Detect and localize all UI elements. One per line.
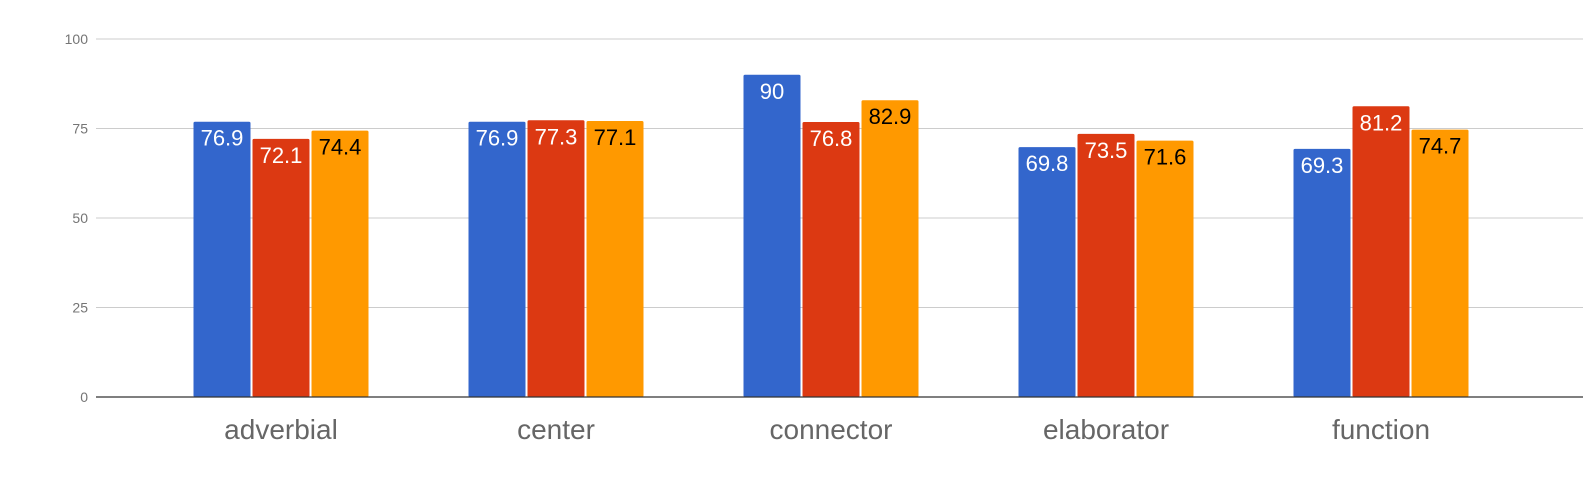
- bar-value-label: 73.5: [1085, 138, 1128, 163]
- bar-elaborator-2: [1077, 133, 1135, 397]
- bar-value-label: 76.8: [810, 126, 853, 151]
- bar-center-2: [527, 120, 585, 398]
- x-tick-label-adverbial: adverbial: [224, 414, 338, 445]
- bar-value-label: 82.9: [869, 104, 912, 129]
- bar-elaborator-1: [1018, 147, 1076, 397]
- y-tick-label: 75: [72, 121, 88, 137]
- bar-function-1: [1293, 148, 1351, 397]
- x-axis-ticks: adverbial center connector elaborator functi…: [224, 414, 1430, 445]
- bar-connector-1: [743, 74, 801, 398]
- y-tick-label: 50: [72, 210, 88, 226]
- bar-connector-3: [861, 100, 919, 397]
- bar-value-label: 74.7: [1419, 134, 1462, 159]
- x-tick-label-elaborator: elaborator: [1043, 414, 1169, 445]
- bar-center-1: [468, 121, 526, 397]
- bar-value-label: 74.4: [319, 135, 362, 160]
- bar-value-label: 69.8: [1026, 151, 1069, 176]
- y-tick-label: 100: [65, 31, 89, 47]
- bar-function-3: [1411, 129, 1469, 397]
- bar-value-label: 76.9: [476, 126, 519, 151]
- bar-adverbial-2: [252, 138, 310, 397]
- bar-value-label: 72.1: [260, 143, 303, 168]
- bar-center-3: [586, 120, 644, 398]
- bar-connector-2: [802, 122, 860, 397]
- y-tick-label: 0: [80, 389, 88, 405]
- x-tick-label-function: function: [1332, 414, 1430, 445]
- y-tick-label: 25: [72, 300, 88, 316]
- bar-value-label: 77.3: [535, 124, 578, 149]
- y-axis-ticks: 0 25 50 75 100: [65, 31, 89, 405]
- bar-value-label: 77.1: [594, 125, 637, 150]
- bar-value-label: 71.6: [1144, 145, 1187, 170]
- bars: 76.9 72.1 74.4 76.9 77.3 77.1 90 76.8 82.9 69.8 73…: [193, 74, 1469, 398]
- bar-elaborator-3: [1136, 140, 1194, 397]
- x-tick-label-center: center: [517, 414, 595, 445]
- bar-value-label: 81.2: [1360, 110, 1403, 135]
- bar-adverbial-1: [193, 121, 251, 397]
- bar-value-label: 69.3: [1301, 153, 1344, 178]
- x-tick-label-connector: connector: [770, 414, 893, 445]
- bar-value-label: 76.9: [201, 126, 244, 151]
- bar-value-label: 90: [760, 79, 784, 104]
- bar-adverbial-3: [311, 130, 369, 397]
- bar-function-2: [1352, 106, 1410, 397]
